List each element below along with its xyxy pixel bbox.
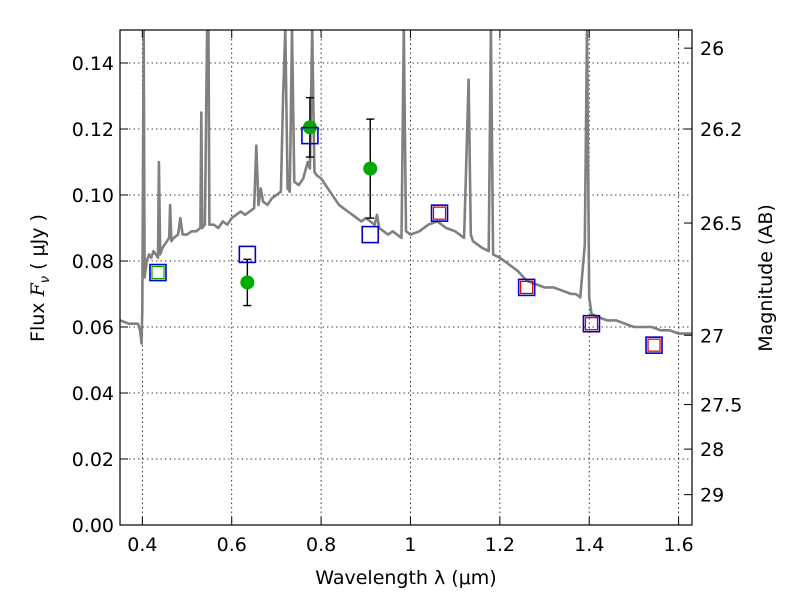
x-axis-label: Wavelength λ (μm) xyxy=(315,567,496,589)
y-axis-label-subscript: ν xyxy=(38,276,53,283)
spectrum-layer xyxy=(120,30,692,345)
model-square xyxy=(238,245,257,264)
y-tick-label: 0.10 xyxy=(72,185,114,207)
x-tick-label: 0.4 xyxy=(127,534,157,556)
y-tick-label: 0.00 xyxy=(72,515,114,537)
y-axis-label: Flux Fν ( μJy ) xyxy=(27,214,53,342)
plot-frame xyxy=(119,29,693,526)
y-axis-label-suffix: ( μJy ) xyxy=(27,214,49,276)
y2-tick-label: 29 xyxy=(700,485,724,507)
model-square xyxy=(517,278,536,297)
grid xyxy=(120,30,692,526)
inner-square xyxy=(432,206,447,220)
model-square xyxy=(430,204,449,222)
y-tick-label: 0.06 xyxy=(72,317,114,339)
model-square xyxy=(582,314,601,333)
y2-axis-label: Magnitude (AB) xyxy=(755,204,777,352)
inner-square xyxy=(520,280,534,294)
y-tick-label: 0.12 xyxy=(72,119,114,141)
inner-square xyxy=(584,317,599,331)
y-tick-label: 0.08 xyxy=(72,251,114,273)
ticks: 0.4 0.6 0.8 1 1.2 1.4 1.6 0.00 0.02 0.04 0.06 0.08 0… xyxy=(72,30,742,556)
model-square xyxy=(645,336,663,354)
x-tick-label: 1.4 xyxy=(574,534,604,556)
inner-square xyxy=(151,265,165,280)
x-tick-label: 1.6 xyxy=(663,534,693,556)
y-tick-label: 0.14 xyxy=(72,53,114,75)
x-tick-label: 1 xyxy=(404,534,416,556)
model-square xyxy=(301,126,319,145)
x-tick-label: 0.8 xyxy=(306,534,336,556)
y2-tick-label: 28 xyxy=(700,439,724,461)
y-tick-label: 0.02 xyxy=(72,449,114,471)
y-axis-label-prefix: Flux xyxy=(27,296,49,342)
inner-square xyxy=(647,338,661,352)
y2-tick-label: 26.2 xyxy=(700,119,742,141)
x-tick-label: 1.2 xyxy=(485,534,515,556)
y2-tick-label: 26.5 xyxy=(700,213,742,235)
spectrum-line xyxy=(120,30,692,345)
y2-tick-label: 27 xyxy=(700,325,724,347)
model-square xyxy=(149,263,167,282)
data-point xyxy=(363,161,378,176)
y2-tick-label: 27.5 xyxy=(700,395,742,417)
marker-layer xyxy=(149,96,663,354)
y-tick-label: 0.04 xyxy=(72,383,114,405)
model-square xyxy=(361,225,380,244)
data-point xyxy=(240,275,255,290)
y-axis-label-symbol: F xyxy=(27,282,49,297)
x-tick-label: 0.6 xyxy=(217,534,247,556)
y2-tick-label: 26 xyxy=(700,38,724,60)
